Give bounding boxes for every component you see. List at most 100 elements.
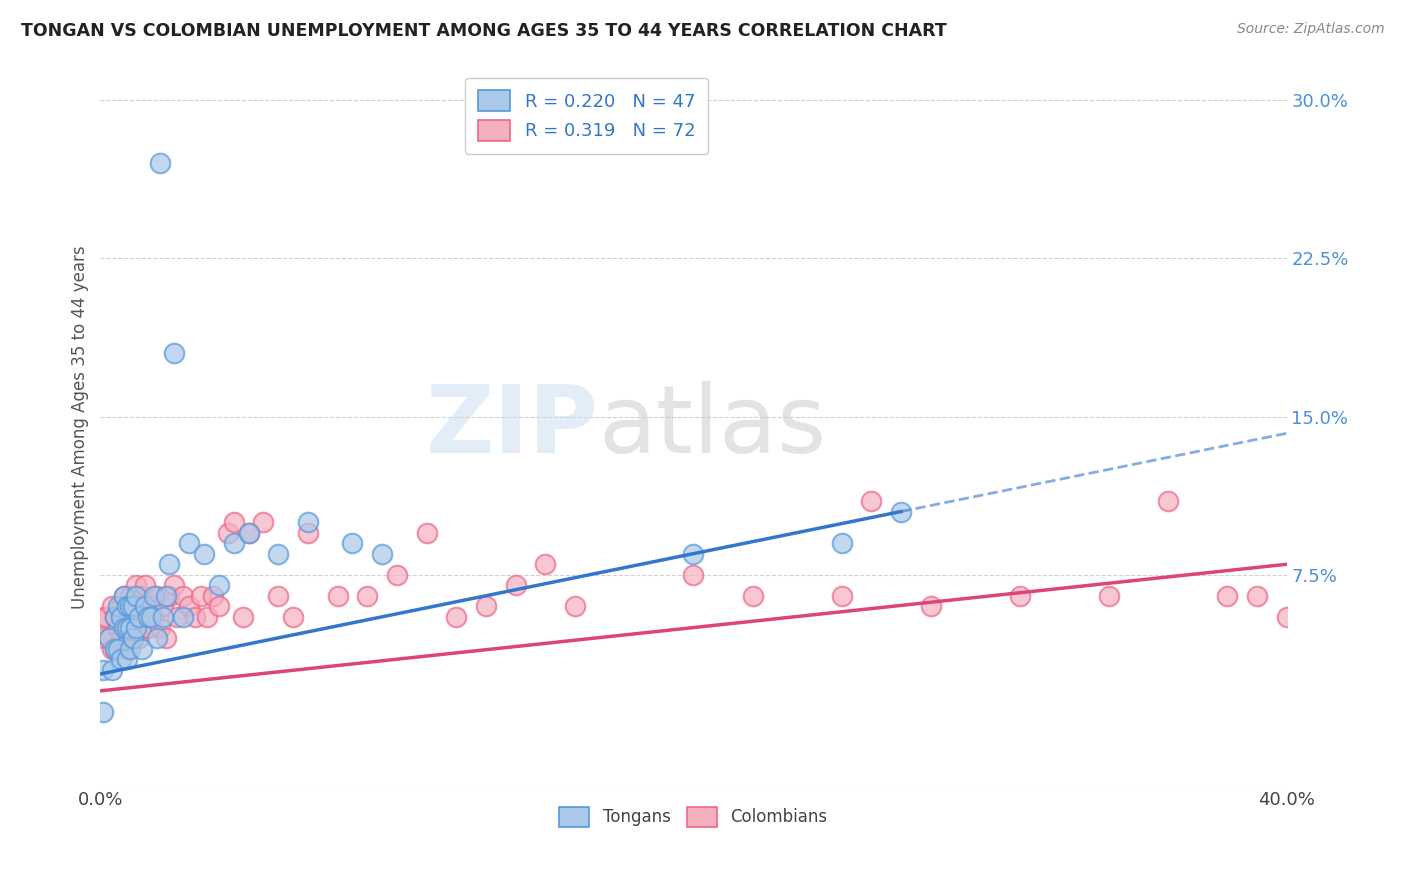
Point: [136, 621, 159, 635]
Point: [155, 631, 177, 645]
Point: [125, 589, 148, 603]
Point: [122, 631, 145, 645]
Point: [342, 536, 364, 550]
Point: [1098, 589, 1121, 603]
Point: [267, 589, 290, 603]
Point: [128, 610, 150, 624]
Point: [184, 610, 207, 624]
Point: [125, 610, 148, 624]
Point: [157, 558, 180, 572]
Point: [118, 589, 141, 603]
Point: [104, 610, 127, 624]
Point: [101, 641, 124, 656]
Point: [139, 599, 162, 614]
Point: [110, 610, 132, 624]
Point: [107, 641, 129, 656]
Point: [128, 631, 150, 645]
Point: [415, 525, 437, 540]
Point: [98, 631, 121, 645]
Point: [297, 525, 319, 540]
Point: [118, 641, 141, 656]
Legend: Tongans, Colombians: Tongans, Colombians: [551, 799, 837, 835]
Point: [134, 610, 156, 624]
Point: [208, 578, 231, 592]
Point: [222, 515, 245, 529]
Point: [238, 525, 260, 540]
Point: [142, 610, 165, 624]
Point: [172, 610, 194, 624]
Point: [1275, 610, 1298, 624]
Point: [149, 621, 172, 635]
Text: ZIP: ZIP: [426, 381, 599, 473]
Point: [193, 547, 215, 561]
Point: [252, 515, 274, 529]
Point: [1157, 494, 1180, 508]
Point: [179, 536, 201, 550]
Point: [682, 567, 704, 582]
Point: [890, 504, 912, 518]
Point: [131, 641, 153, 656]
Point: [145, 631, 167, 645]
Point: [118, 621, 141, 635]
Point: [134, 578, 156, 592]
Point: [564, 599, 586, 614]
Point: [534, 558, 557, 572]
Point: [281, 610, 304, 624]
Point: [152, 599, 174, 614]
Point: [142, 589, 165, 603]
Point: [145, 589, 167, 603]
Point: [112, 589, 135, 603]
Point: [179, 599, 201, 614]
Point: [157, 589, 180, 603]
Point: [134, 599, 156, 614]
Point: [136, 610, 159, 624]
Point: [155, 589, 177, 603]
Text: Source: ZipAtlas.com: Source: ZipAtlas.com: [1237, 22, 1385, 37]
Point: [831, 536, 853, 550]
Y-axis label: Unemployment Among Ages 35 to 44 years: Unemployment Among Ages 35 to 44 years: [72, 245, 89, 609]
Point: [104, 641, 127, 656]
Point: [91, 705, 114, 719]
Point: [1246, 589, 1268, 603]
Point: [128, 599, 150, 614]
Point: [232, 610, 254, 624]
Point: [101, 599, 124, 614]
Point: [920, 599, 942, 614]
Point: [110, 599, 132, 614]
Point: [112, 621, 135, 635]
Point: [115, 610, 138, 624]
Point: [122, 599, 145, 614]
Point: [107, 599, 129, 614]
Point: [741, 589, 763, 603]
Point: [101, 663, 124, 677]
Point: [475, 599, 498, 614]
Point: [163, 578, 186, 592]
Point: [860, 494, 883, 508]
Point: [1008, 589, 1031, 603]
Point: [202, 589, 225, 603]
Point: [131, 621, 153, 635]
Point: [125, 621, 148, 635]
Point: [1216, 589, 1239, 603]
Point: [112, 589, 135, 603]
Point: [371, 547, 394, 561]
Point: [131, 589, 153, 603]
Point: [112, 610, 135, 624]
Point: [125, 578, 148, 592]
Point: [96, 610, 118, 624]
Point: [107, 621, 129, 635]
Point: [98, 631, 121, 645]
Point: [115, 641, 138, 656]
Point: [297, 515, 319, 529]
Point: [217, 525, 239, 540]
Point: [195, 610, 218, 624]
Point: [222, 536, 245, 550]
Point: [505, 578, 527, 592]
Point: [166, 610, 188, 624]
Point: [139, 610, 162, 624]
Point: [444, 610, 467, 624]
Point: [152, 610, 174, 624]
Point: [326, 589, 349, 603]
Point: [110, 631, 132, 645]
Point: [356, 589, 378, 603]
